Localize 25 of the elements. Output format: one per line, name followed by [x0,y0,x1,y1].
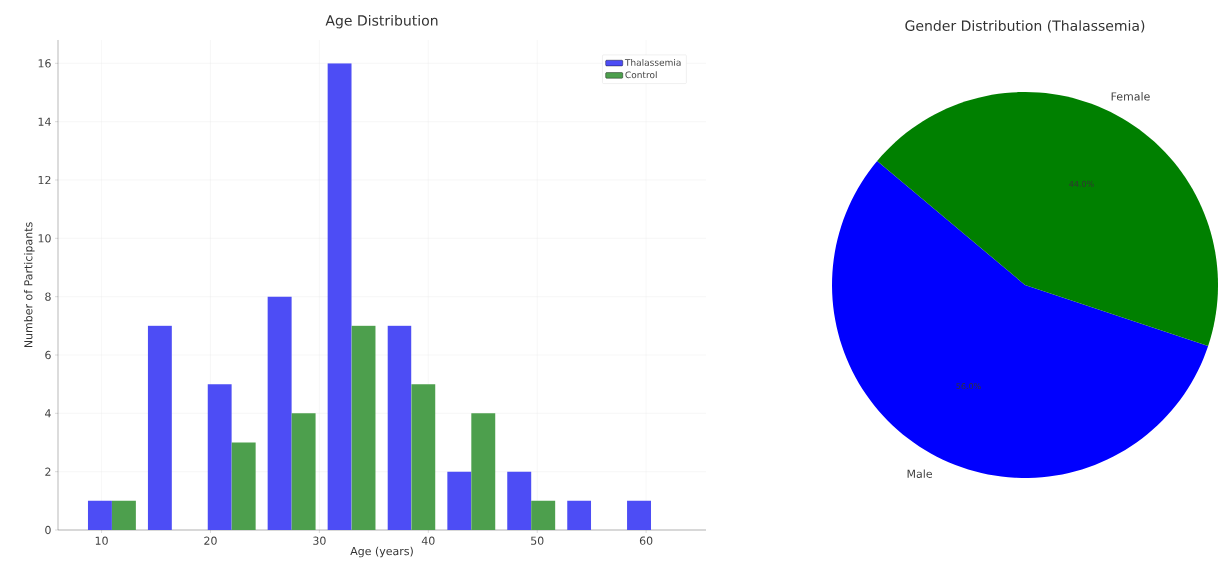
y-tick-label: 6 [45,350,51,360]
y-tick-label: 14 [38,117,51,126]
x-axis-title: Age (years) [350,546,413,558]
y-tick-label: 10 [38,234,51,243]
x-tick-label: 30 [313,536,326,545]
slice-label: Male [907,469,932,478]
legend-label: Thalassemia [624,58,681,66]
slice-label: Female [1111,92,1150,101]
y-tick-label: 4 [45,409,51,418]
x-tick-label: 50 [531,536,544,545]
x-tick-label: 10 [95,536,108,545]
x-tick-label: 60 [639,536,653,545]
y-tick-label: 2 [45,467,51,476]
x-tick-label: 20 [204,536,217,545]
x-tick-label: 40 [421,536,435,545]
data-label: 44.0% [1069,180,1094,187]
data-label: 56.0% [956,383,981,390]
legend-label: Control [625,71,657,79]
y-tick-label: 16 [38,59,51,68]
y-axis-title: Number of Participants [23,222,35,348]
chart-title: Age Distribution [325,14,438,29]
y-tick-label: 8 [45,292,51,301]
y-tick-label: 0 [45,525,51,535]
chart-title: Gender Distribution (Thalassemia) [905,20,1145,33]
y-tick-label: 12 [38,175,51,185]
